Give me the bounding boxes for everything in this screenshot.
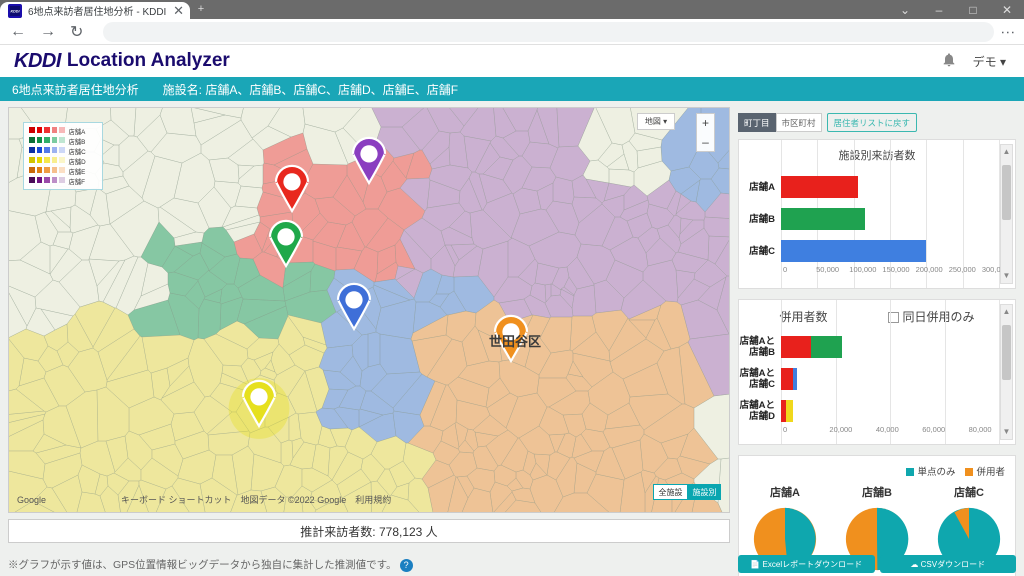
svg-text:KDDI: KDDI: [11, 9, 20, 13]
